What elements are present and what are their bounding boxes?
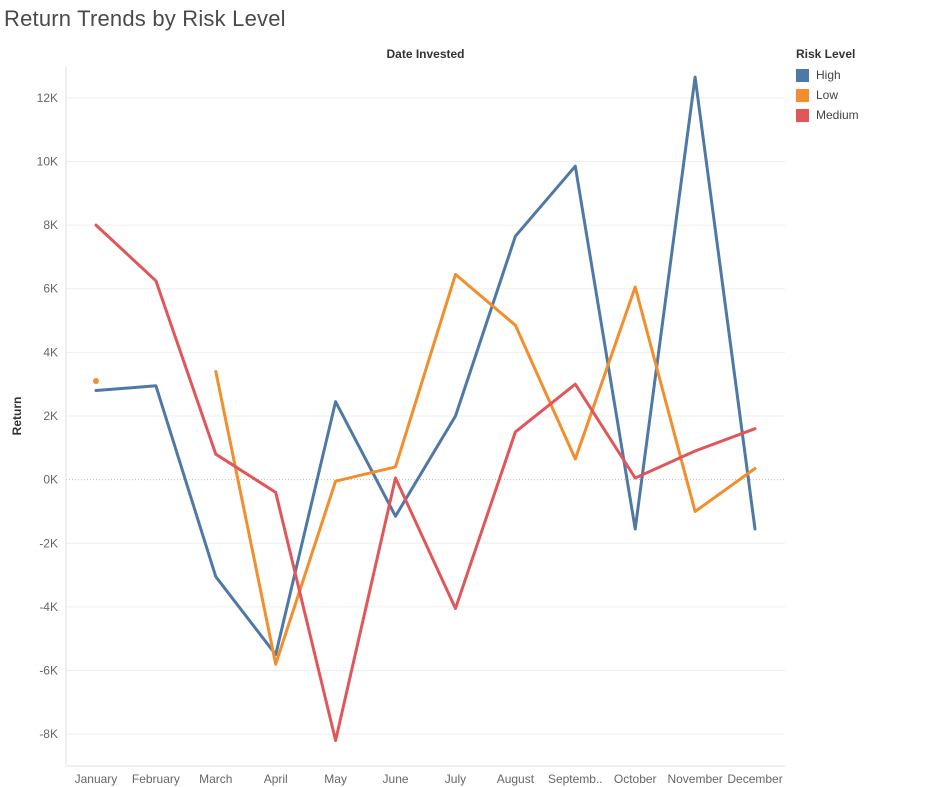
x-tick-label: December [727,772,782,786]
series-low [92,272,757,666]
x-tick-label: October [614,772,657,786]
grid-lines [66,97,785,735]
series-line[interactable] [94,223,757,742]
x-tick-label: August [497,772,535,786]
y-tick-label: 6K [43,282,58,296]
y-tick-label: 2K [43,409,58,423]
legend-swatch [796,108,809,122]
legend-title: Risk Level [796,47,856,61]
series-high [94,75,757,657]
legend-label: Low [816,88,839,102]
legend-swatch [796,68,809,82]
x-tick-label: Septemb.. [548,772,603,786]
series-line[interactable] [94,75,757,657]
x-tick-label: July [445,772,466,786]
x-tick-label: May [324,772,347,786]
series-lines [92,75,757,742]
y-axis-title: Return [10,397,24,436]
y-tick-label: -4K [39,600,58,614]
x-tick-label: April [264,772,288,786]
legend-label: High [816,68,841,82]
legend-item-medium[interactable]: Medium [796,105,859,125]
chart-title: Return Trends by Risk Level [4,6,286,31]
y-tick-label: 12K [37,91,58,105]
axis-labels: 12K 10K 8K 6K 4K 2K 0K -2K -4K -6K -8K January Febru… [10,47,783,786]
legend-item-low[interactable]: Low [796,85,859,105]
legend-items: High Low Medium [796,65,859,125]
axes [65,66,785,767]
x-tick-label: January [75,772,118,786]
legend-item-high[interactable]: High [796,65,859,85]
x-tick-label: March [199,772,232,786]
y-tick-label: 8K [43,218,58,232]
y-tick-label: 10K [37,154,58,168]
series-line[interactable] [214,272,757,666]
x-axis-title: Date Invested [386,47,464,61]
x-tick-label: June [383,772,409,786]
data-point[interactable] [92,378,99,384]
x-tick-label: February [132,772,180,786]
x-tick-label: November [667,772,722,786]
y-tick-label: -6K [39,664,58,678]
legend-label: Medium [816,108,859,122]
legend-swatch [796,88,809,102]
legend: Risk Level High Low Medium [796,47,859,125]
y-tick-label: -8K [39,727,58,741]
y-tick-label: 4K [43,345,58,359]
y-tick-label: 0K [43,473,58,487]
y-tick-label: -2K [39,536,58,550]
series-medium [94,223,757,742]
